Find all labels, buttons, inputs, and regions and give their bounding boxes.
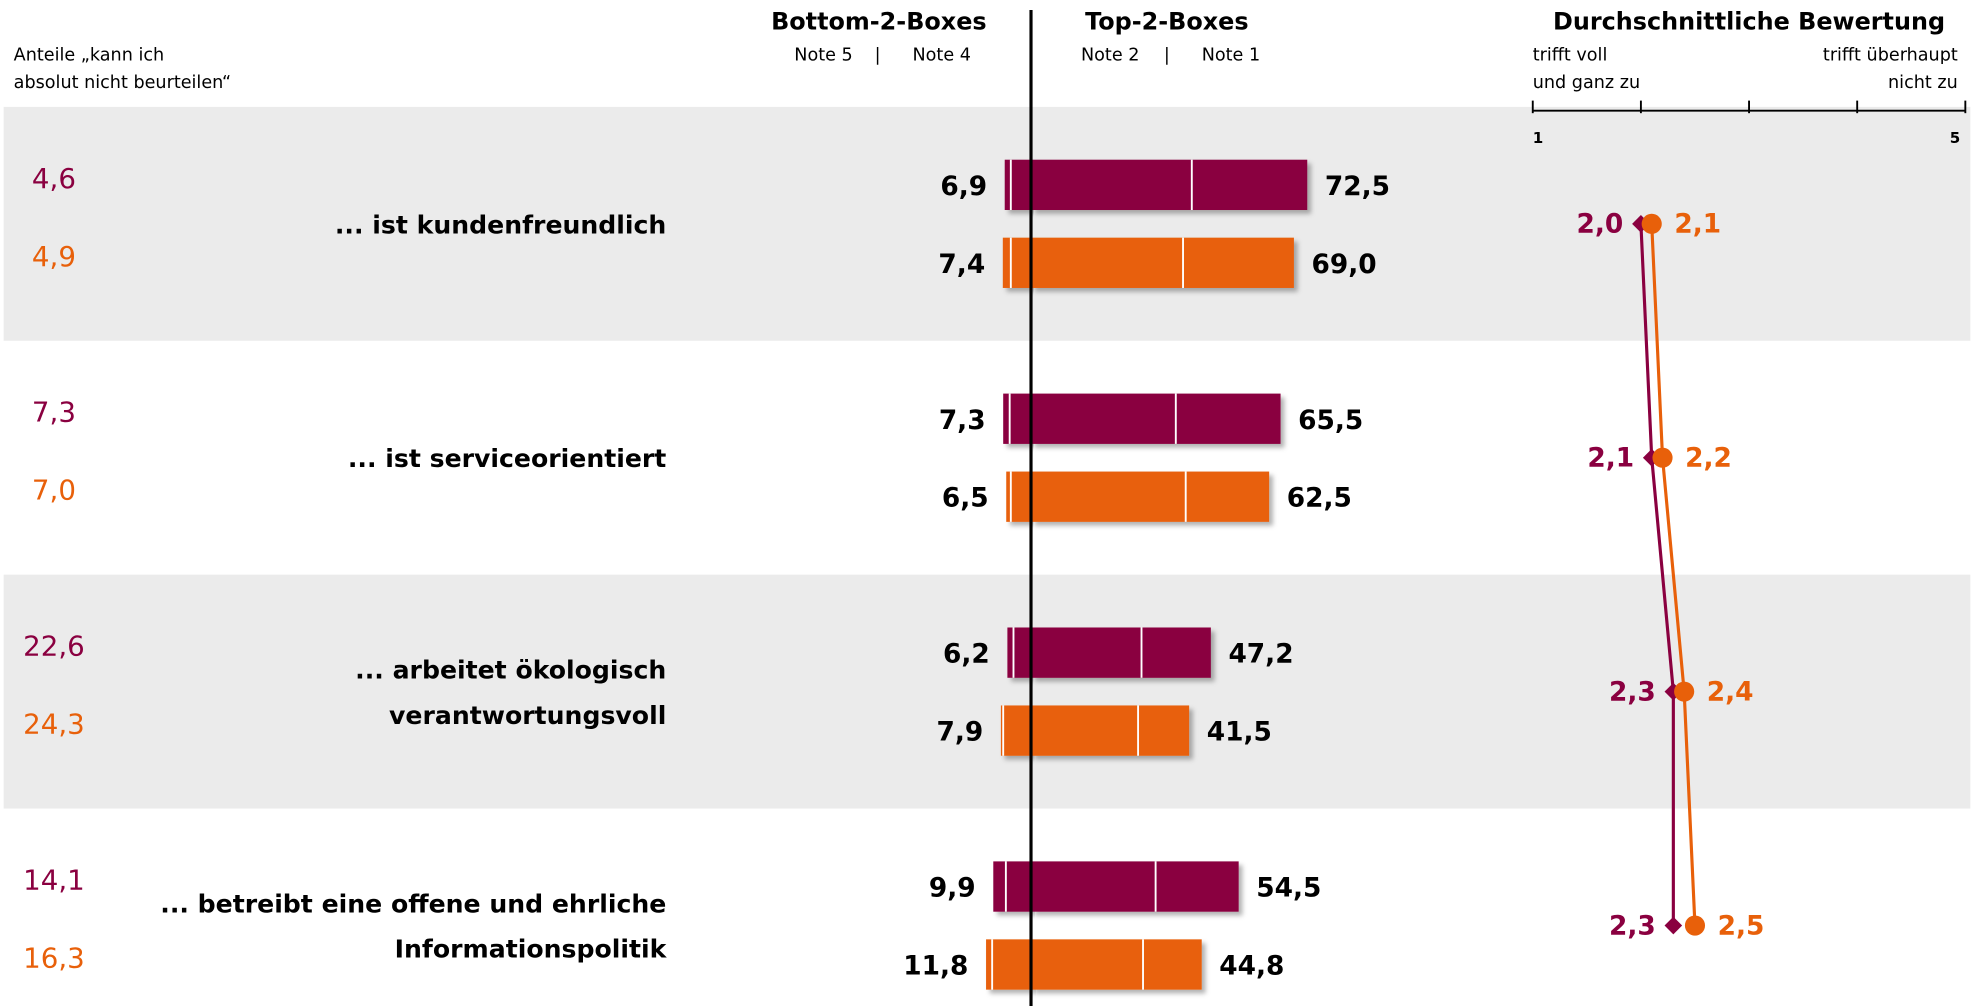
unknown-value: 7,3 [32, 396, 76, 429]
unknown-value: 16,3 [23, 941, 85, 974]
bottom-bar [1002, 237, 1032, 288]
bottom-value-label: 7,9 [937, 717, 984, 748]
top-bar [1031, 861, 1239, 912]
top-value-label: 72,5 [1325, 171, 1390, 202]
top-value-label: 44,8 [1219, 951, 1284, 982]
mean-left-label: trifft voll [1533, 45, 1608, 65]
separator: | [1164, 45, 1170, 65]
unknown-value: 14,1 [23, 864, 85, 897]
bottom-bar [1007, 627, 1032, 678]
top-value-label: 62,5 [1287, 483, 1352, 514]
mean-line [1639, 223, 1675, 926]
top-bar [1031, 471, 1270, 522]
bottom-header: Bottom-2-Boxes [771, 8, 987, 36]
note-header: Note 4 [913, 45, 971, 65]
unknown-header: absolut nicht beurteilen“ [14, 73, 231, 93]
bottom-value-label: 11,8 [903, 951, 968, 982]
bottom-bar [1000, 705, 1032, 756]
note-header: Note 5 [794, 45, 852, 65]
top-bar [1031, 393, 1281, 444]
top-bar [1031, 939, 1202, 990]
bottom-value-label: 7,4 [938, 249, 985, 280]
mean-marker [1664, 916, 1683, 935]
unknown-value: 4,9 [32, 240, 76, 273]
mean-label: 2,4 [1707, 676, 1754, 707]
bottom-value-label: 9,9 [929, 873, 976, 904]
note-header: Note 2 [1081, 45, 1139, 65]
mean-line [1650, 223, 1697, 926]
mean-label: 2,3 [1609, 910, 1656, 941]
mean-right-label: nicht zu [1888, 73, 1958, 93]
unknown-value: 4,6 [32, 162, 76, 195]
tick-label: 5 [1950, 129, 1960, 147]
bottom-bar [993, 861, 1032, 912]
top-bar [1031, 627, 1211, 678]
tick-label: 1 [1533, 129, 1543, 147]
bottom-value-label: 6,9 [940, 171, 987, 202]
top-bar [1031, 159, 1308, 211]
top-value-label: 41,5 [1207, 717, 1272, 748]
mean-left-label: und ganz zu [1533, 73, 1640, 93]
mean-right-label: trifft überhaupt [1823, 45, 1958, 65]
mean-label: 2,5 [1718, 910, 1765, 941]
bottom-value-label: 6,5 [942, 483, 989, 514]
top-value-label: 65,5 [1298, 405, 1363, 436]
mean-label: 2,1 [1674, 209, 1721, 240]
separator: | [875, 45, 881, 65]
unknown-header: Anteile „kann ich [14, 45, 164, 65]
unknown-value: 22,6 [23, 630, 85, 663]
bottom-value-label: 7,3 [939, 405, 986, 436]
mean-marker [1674, 681, 1695, 702]
top-bar [1031, 237, 1294, 288]
mean-marker [1641, 213, 1662, 234]
top-bar [1031, 705, 1190, 756]
category-label: Informationspolitik [395, 935, 668, 964]
unknown-value: 24,3 [23, 708, 85, 741]
row-band [3, 574, 1971, 809]
mean-label: 2,3 [1609, 676, 1656, 707]
mean-marker [1652, 447, 1673, 468]
mean-label: 2,1 [1587, 442, 1634, 473]
top-value-label: 54,5 [1256, 873, 1321, 904]
mean-header: Durchschnittliche Bewertung [1553, 8, 1945, 36]
top-value-label: 47,2 [1228, 639, 1293, 670]
note-header: Note 1 [1202, 45, 1260, 65]
category-label: verantwortungsvoll [389, 701, 666, 730]
bottom-bar [1004, 159, 1032, 211]
category-label: ... betreibt eine offene und ehrliche [160, 889, 666, 918]
mean-label: 2,0 [1577, 209, 1624, 240]
category-label: ... arbeitet ökologisch [355, 656, 666, 685]
mean-marker [1684, 915, 1706, 936]
top-header: Top-2-Boxes [1085, 8, 1248, 36]
bottom-bar [1003, 393, 1032, 444]
top-value-label: 69,0 [1312, 249, 1377, 280]
bottom-value-label: 6,2 [943, 639, 990, 670]
bottom-bar [986, 939, 1032, 990]
unknown-value: 7,0 [32, 474, 76, 507]
mean-label: 2,2 [1685, 442, 1732, 473]
category-label: ... ist kundenfreundlich [335, 210, 666, 239]
category-label: ... ist serviceorientiert [348, 444, 666, 473]
